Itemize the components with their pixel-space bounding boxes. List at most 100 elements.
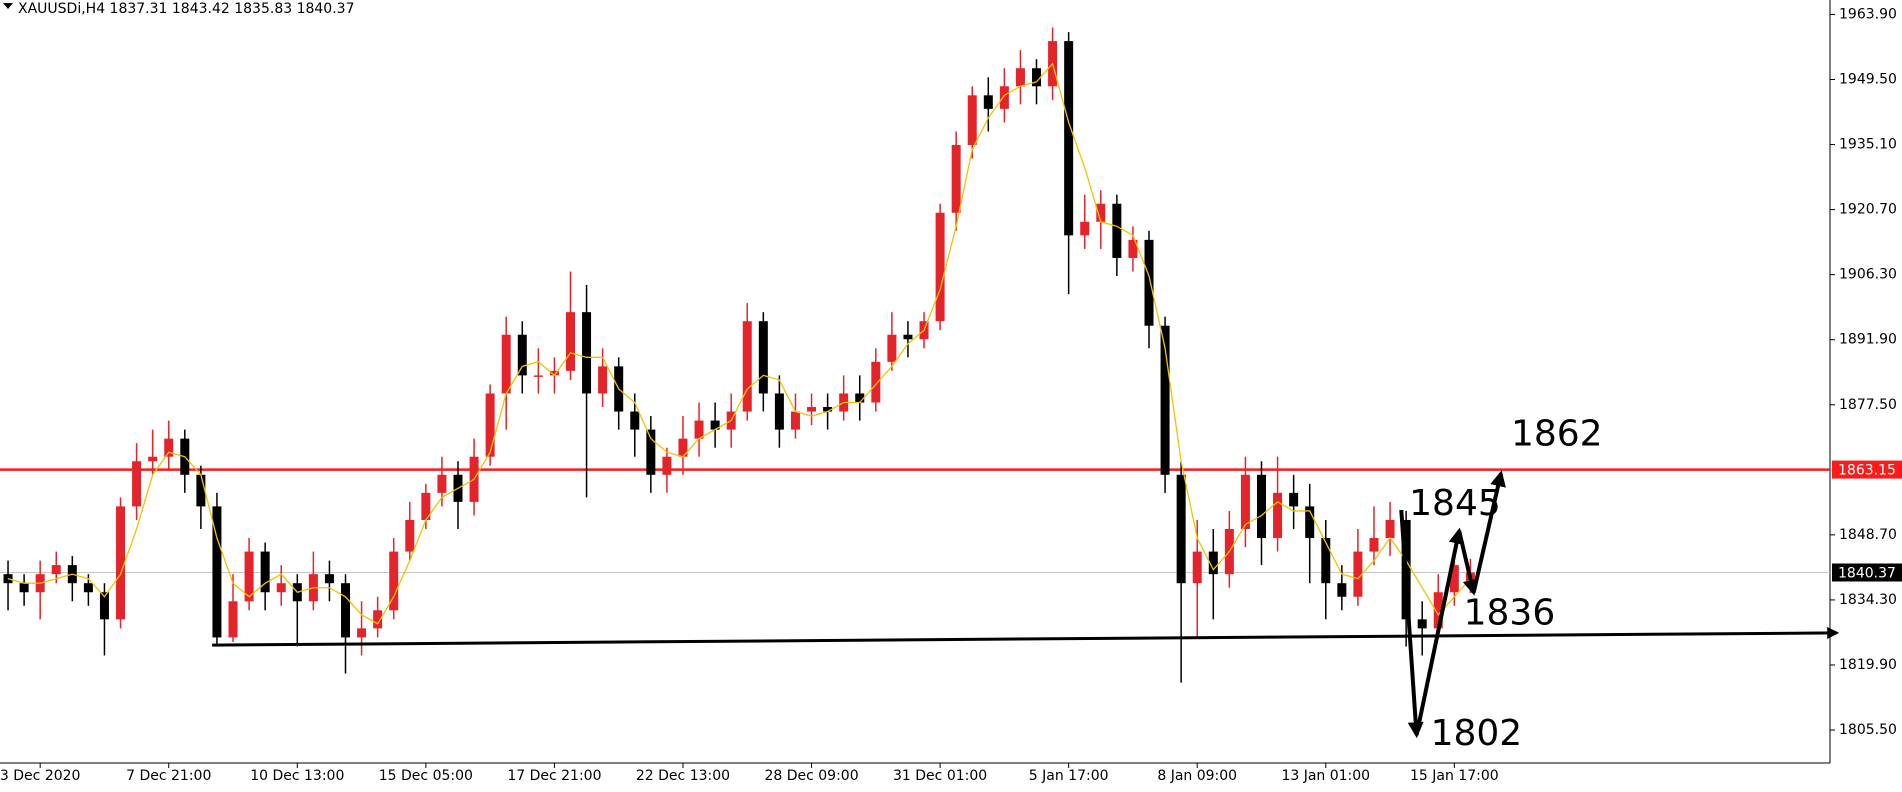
candle-body	[357, 628, 367, 638]
x-tick-label: 7 Dec 21:00	[126, 768, 211, 784]
candle-body	[565, 312, 575, 371]
y-tick-label: 1848.70	[1839, 527, 1897, 543]
candle-body	[694, 420, 704, 439]
candle-body	[1032, 68, 1042, 87]
candle-body	[1128, 239, 1138, 258]
candle-body	[1064, 41, 1074, 236]
menu-arrow	[3, 3, 13, 9]
candle-body	[132, 461, 142, 507]
candle-body	[887, 334, 897, 362]
candle-body	[1353, 551, 1363, 597]
candle-body	[1449, 565, 1459, 593]
candle-body	[501, 334, 511, 394]
candle-body	[1321, 538, 1331, 584]
candle-body	[244, 551, 254, 602]
y-tick-label: 1963.90	[1839, 6, 1897, 22]
x-tick-label: 8 Jan 09:00	[1157, 768, 1237, 784]
candle-body	[903, 334, 913, 340]
candle-body	[533, 375, 543, 377]
candle-body	[1433, 592, 1443, 629]
x-tick-label: 5 Jan 17:00	[1029, 768, 1109, 784]
candle-body	[437, 474, 447, 493]
level-label: 1840.37	[1838, 565, 1896, 581]
candle-body	[871, 361, 881, 403]
x-tick-label: 15 Jan 17:00	[1410, 768, 1499, 784]
candle-body	[999, 86, 1009, 109]
candle-body	[774, 393, 784, 430]
candle-body	[1208, 551, 1218, 575]
candle-body	[1305, 506, 1315, 539]
candle-body	[517, 334, 527, 376]
candle-body	[373, 610, 383, 629]
x-tick-label: 31 Dec 01:00	[893, 768, 987, 784]
candle-body	[1256, 474, 1266, 539]
annotation-label: 1845	[1409, 483, 1501, 524]
candle-body	[646, 429, 656, 475]
candle-body	[790, 411, 800, 430]
x-tick-label: 17 Dec 21:00	[507, 768, 601, 784]
annotation-label: 1802	[1431, 713, 1523, 754]
candle-body	[405, 519, 415, 552]
x-tick-label: 13 Jan 01:00	[1281, 768, 1370, 784]
candle-body	[1096, 203, 1106, 222]
trend-arrow	[1399, 509, 1424, 739]
candle-body	[742, 321, 752, 412]
candle-body	[758, 321, 768, 394]
candle-body	[1273, 492, 1283, 539]
candle-body	[99, 592, 109, 620]
support-line	[212, 626, 1840, 647]
candle-body	[1417, 619, 1427, 629]
trend-arrow	[1457, 530, 1479, 596]
candle-body	[260, 551, 270, 593]
candle-body	[582, 312, 592, 394]
candle-body	[678, 438, 688, 457]
candle-body	[1385, 519, 1395, 539]
x-tick-label: 10 Dec 13:00	[250, 768, 344, 784]
y-tick-label: 1920.70	[1839, 202, 1897, 218]
annotation-label: 1862	[1511, 413, 1603, 454]
candle-body	[1160, 325, 1170, 475]
candle-body	[341, 583, 351, 638]
candle-body	[1144, 239, 1154, 326]
y-tick-label: 1891.90	[1839, 332, 1897, 348]
candle-body	[662, 456, 672, 475]
candle-body	[935, 212, 945, 322]
candle-body	[549, 370, 559, 376]
candle-body	[967, 95, 977, 146]
candle-body	[983, 95, 993, 109]
candle-body	[389, 551, 399, 611]
chart-title: XAUUSDi,H4 1837.31 1843.42 1835.83 1840.…	[18, 1, 354, 17]
candle-body	[51, 565, 61, 575]
level-box	[1832, 563, 1902, 582]
y-tick-label: 1935.10	[1839, 137, 1897, 153]
moving-average	[7, 62, 1471, 625]
trend-arrow	[1471, 470, 1506, 594]
candle-body	[1112, 203, 1122, 258]
level-label: 1863.15	[1838, 463, 1896, 479]
candle-body	[710, 420, 720, 430]
candle-body	[1015, 68, 1025, 87]
candle-body	[1369, 538, 1379, 552]
candle-body	[1289, 492, 1299, 507]
candle-body	[630, 411, 640, 430]
candle-body	[807, 407, 817, 412]
candle-body	[116, 506, 126, 620]
candle-body	[1240, 474, 1250, 529]
trend-arrow	[1414, 527, 1465, 736]
candle-body	[598, 366, 608, 394]
candle-body	[421, 492, 431, 520]
annotation-label: 1836	[1464, 593, 1556, 634]
y-tick-label: 1805.50	[1839, 722, 1897, 738]
candle-body	[324, 574, 334, 584]
x-tick-label: 15 Dec 05:00	[379, 768, 473, 784]
candle-body	[485, 393, 495, 457]
candle-body	[1192, 551, 1202, 584]
candle-body	[951, 145, 961, 213]
y-tick-label: 1906.30	[1839, 267, 1897, 283]
candle-body	[823, 407, 833, 412]
candle-body	[164, 438, 174, 457]
x-tick-label: 3 Dec 2020	[0, 768, 80, 784]
